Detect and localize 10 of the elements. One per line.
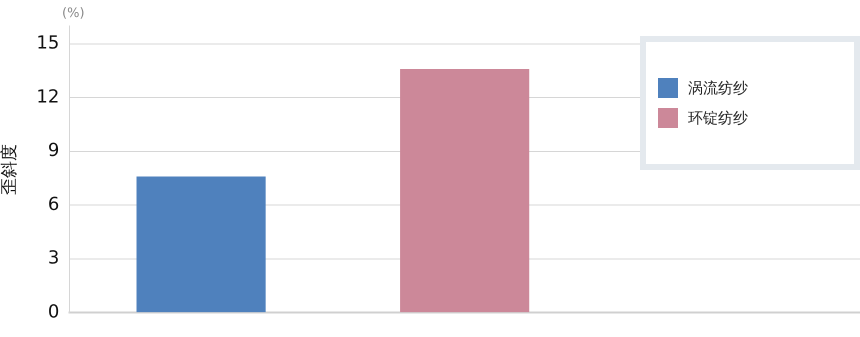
- y-axis-title: 歪斜度: [0, 144, 20, 195]
- y-tick-label: 3: [48, 248, 60, 269]
- y-tick-label: 9: [48, 140, 60, 162]
- y-tick-label: 0: [48, 301, 60, 322]
- legend-label: 涡流纺纱: [688, 78, 748, 98]
- text: (%): [62, 6, 85, 21]
- y-tick-label: 6: [48, 194, 60, 215]
- y-tick-label: 12: [36, 86, 60, 108]
- y-tick-label: 15: [36, 32, 60, 54]
- legend-label: 环锭纺纱: [688, 108, 748, 128]
